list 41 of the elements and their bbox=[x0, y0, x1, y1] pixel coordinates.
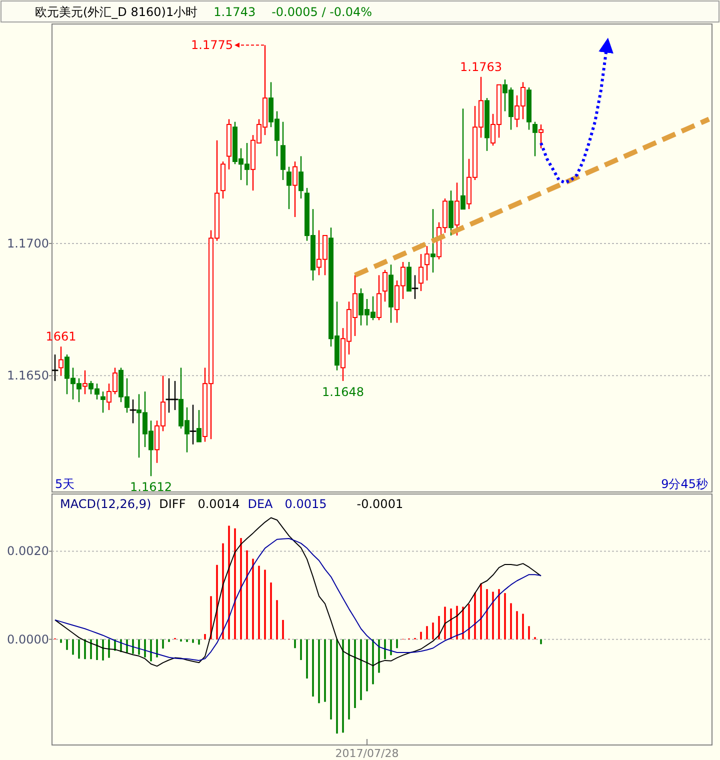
candlestick bbox=[286, 166, 292, 210]
candlestick bbox=[376, 274, 382, 321]
candlestick bbox=[292, 160, 298, 218]
y-tick-label: 0.0000 bbox=[7, 632, 49, 646]
candlestick bbox=[532, 121, 538, 157]
x-tick-label: 2017/07/28 bbox=[335, 747, 399, 760]
annotation: 5天 bbox=[55, 477, 75, 491]
candlestick bbox=[382, 269, 388, 302]
candlestick bbox=[196, 409, 202, 442]
y-tick-label: 1.1700 bbox=[7, 236, 49, 250]
candlestick bbox=[82, 370, 88, 395]
candlestick bbox=[538, 124, 544, 149]
annotation: -0.0001 bbox=[356, 497, 404, 511]
annotation: 9分45秒 bbox=[661, 477, 708, 491]
chart-subtitle: 1.1743 bbox=[214, 5, 256, 19]
text: DIFF bbox=[159, 497, 186, 511]
annotation: 1.1775 bbox=[191, 38, 233, 52]
annotation: 0.0014 bbox=[198, 497, 240, 511]
line-series bbox=[54, 517, 542, 667]
annotation: 1.1763 bbox=[460, 60, 502, 74]
annotation: 1.1648 bbox=[322, 384, 364, 399]
candlestick bbox=[100, 390, 106, 414]
candlestick bbox=[298, 156, 304, 200]
candlestick bbox=[424, 246, 430, 282]
candlestick bbox=[418, 253, 424, 292]
annotation: 1661 bbox=[46, 330, 76, 344]
candlestick bbox=[280, 121, 286, 181]
chart-title: MACD(12,26,9) bbox=[60, 497, 152, 511]
candlestick bbox=[454, 182, 460, 236]
y-tick-label: 1.1650 bbox=[7, 368, 49, 383]
annotation: 0.0015 bbox=[284, 497, 327, 511]
y-tick-label: 0.0020 bbox=[7, 544, 49, 558]
candlestick bbox=[460, 108, 466, 210]
candlestick bbox=[430, 208, 436, 274]
annotation: 1.1612 bbox=[130, 480, 172, 494]
candlestick bbox=[406, 261, 412, 292]
text: DEA bbox=[248, 497, 274, 511]
chart-title: 欧元美元(外汇_D 8160)1小时 bbox=[35, 5, 198, 19]
candlestick bbox=[58, 346, 64, 376]
line-series bbox=[54, 538, 542, 661]
text: -0.0005 / -0.04% bbox=[272, 5, 372, 19]
